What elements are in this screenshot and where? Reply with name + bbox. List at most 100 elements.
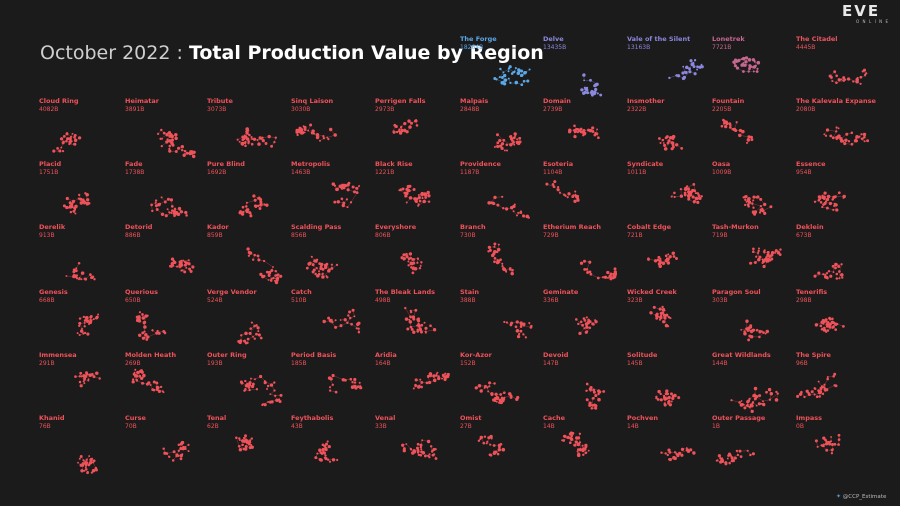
map-system-dot	[517, 140, 521, 144]
map-system-dot	[321, 273, 324, 276]
region-value: 498B	[375, 297, 391, 304]
map-system-dot	[335, 263, 339, 267]
map-system-dot	[590, 407, 594, 410]
map-system-dot	[522, 214, 525, 218]
map-system-dot	[174, 136, 178, 141]
region-name: The Citadel	[796, 35, 838, 43]
map-system-dot	[91, 457, 94, 460]
map-system-dot	[515, 320, 519, 324]
map-system-dot	[749, 335, 754, 339]
region-value: 14B	[543, 423, 555, 430]
map-system-dot	[574, 318, 578, 321]
map-system-dot	[424, 331, 427, 334]
map-system-dot	[675, 452, 679, 456]
map-system-dot	[256, 204, 260, 208]
map-system-dot	[684, 70, 688, 75]
map-system-dot	[165, 140, 169, 144]
map-system-dot	[418, 199, 422, 203]
map-system-dot	[840, 78, 843, 81]
map-system-dot	[336, 458, 339, 462]
map-system-dot	[496, 144, 500, 149]
map-system-dot	[408, 125, 412, 129]
map-system-dot	[68, 141, 72, 145]
region-name: Scalding Pass	[291, 223, 342, 231]
map-system-dot	[421, 439, 424, 442]
map-system-dot	[689, 59, 693, 63]
map-system-dot	[830, 442, 834, 447]
map-system-dot	[488, 385, 491, 388]
map-system-dot	[243, 339, 247, 343]
map-link	[406, 443, 411, 449]
map-system-dot	[661, 261, 666, 266]
region-cell: Impass 0B	[796, 414, 882, 480]
region-value: 1011B	[627, 169, 647, 176]
map-system-dot	[314, 456, 318, 460]
map-system-dot	[516, 395, 520, 400]
map-system-dot	[768, 398, 772, 401]
map-system-dot	[748, 64, 752, 68]
region-map	[580, 73, 603, 97]
region-cell: Pochven 14B	[627, 414, 713, 480]
map-system-dot	[824, 273, 827, 276]
map-system-dot	[864, 73, 867, 76]
map-system-dot	[266, 388, 268, 390]
map-system-dot	[575, 436, 579, 440]
map-system-dot	[498, 76, 501, 79]
map-system-dot	[667, 448, 671, 452]
region-cell: Lonetrek 7721B	[712, 35, 798, 101]
region-value: 650B	[125, 297, 141, 304]
map-system-dot	[413, 450, 416, 454]
map-system-dot	[170, 138, 175, 142]
map-system-dot	[72, 209, 76, 213]
region-name: Devoid	[543, 351, 569, 359]
map-system-dot	[673, 451, 676, 454]
map-system-dot	[179, 447, 183, 451]
map-system-dot	[751, 402, 754, 405]
map-system-dot	[671, 137, 675, 141]
map-system-dot	[513, 143, 516, 146]
map-link	[333, 375, 344, 381]
map-system-dot	[803, 395, 806, 399]
map-system-dot	[421, 197, 424, 200]
map-system-dot	[758, 255, 762, 259]
map-system-dot	[489, 453, 493, 457]
map-system-dot	[427, 200, 431, 203]
map-system-dot	[863, 135, 866, 139]
map-system-dot	[603, 275, 608, 279]
region-map	[814, 433, 841, 455]
map-system-dot	[667, 402, 670, 405]
map-system-dot	[528, 321, 531, 325]
map-system-dot	[426, 190, 430, 195]
map-system-dot	[827, 270, 831, 273]
map-system-dot	[762, 400, 764, 403]
map-system-dot	[185, 266, 188, 269]
region-value: 1692B	[207, 169, 227, 176]
map-system-dot	[83, 376, 86, 380]
map-system-dot	[274, 269, 278, 273]
region-name: The Forge	[460, 35, 497, 43]
map-system-dot	[78, 276, 81, 279]
map-system-dot	[748, 406, 751, 409]
map-system-dot	[682, 75, 687, 80]
map-system-dot	[279, 393, 283, 397]
region-name: Sinq Laison	[291, 97, 334, 105]
region-map	[238, 194, 269, 218]
map-system-dot	[673, 456, 677, 461]
map-link	[350, 192, 358, 203]
map-system-dot	[343, 183, 347, 187]
map-system-dot	[267, 273, 271, 277]
map-system-dot	[816, 445, 819, 448]
region-map	[237, 321, 263, 345]
map-system-dot	[432, 328, 437, 332]
map-system-dot	[479, 389, 483, 393]
map-system-dot	[334, 390, 338, 394]
map-system-dot	[743, 63, 747, 67]
map-system-dot	[84, 316, 88, 319]
map-system-dot	[68, 137, 72, 141]
map-system-dot	[273, 389, 276, 392]
map-system-dot	[483, 386, 486, 389]
map-system-dot	[409, 325, 413, 329]
map-system-dot	[272, 266, 274, 268]
map-system-dot	[241, 142, 244, 146]
region-name: Fountain	[712, 97, 745, 105]
